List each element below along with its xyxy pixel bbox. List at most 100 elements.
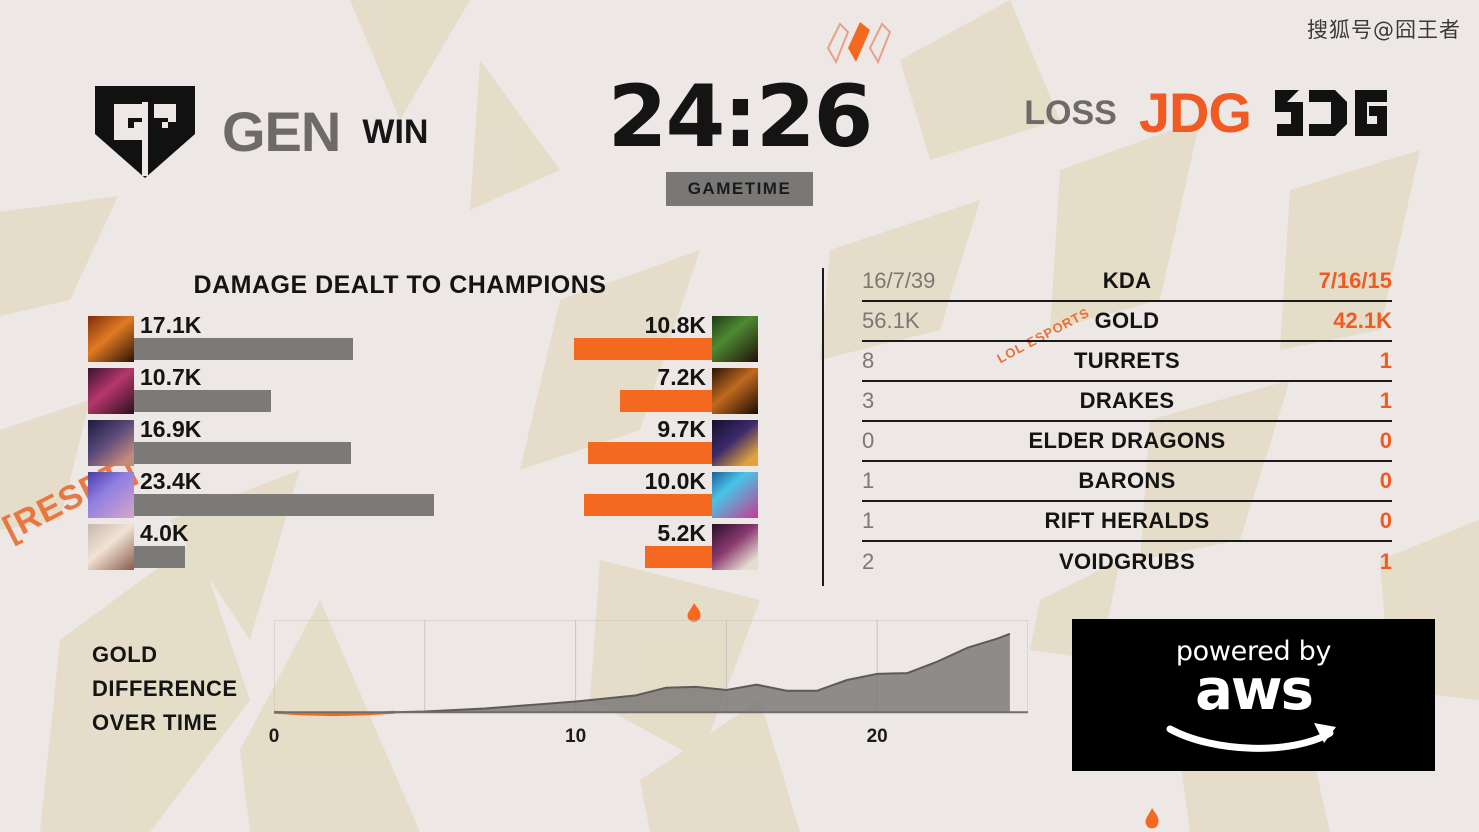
stat-label: DRAKES [1079, 388, 1175, 413]
damage-bar-left [88, 494, 434, 516]
stat-value-right: 1 [1379, 388, 1392, 413]
damage-row-left: 23.4K [88, 468, 434, 520]
stat-label: RIFT HERALDS [1044, 508, 1210, 533]
damage-row-right: 7.2K [412, 364, 758, 416]
gametime-label: GAMETIME [665, 172, 814, 206]
nidalee-portrait [712, 368, 758, 414]
damage-value-right: 9.7K [657, 416, 706, 442]
aws-wordmark: aws [1195, 657, 1314, 723]
sohu-watermark: 搜狐号@囧王者 [1307, 18, 1461, 42]
stat-value-left: 1 [862, 508, 875, 533]
zyra-portrait [712, 524, 758, 570]
damage-row: 23.4K 10.0K [0, 468, 800, 520]
left-team-block: GEN WIN [90, 82, 428, 182]
stat-value-right: 7/16/15 [1318, 268, 1392, 293]
damage-row: 17.1K 10.8K [0, 312, 800, 364]
stat-value-left: 2 [862, 549, 875, 574]
rakan-portrait [88, 524, 134, 570]
stat-row: 3 DRAKES 1 [862, 382, 1392, 422]
damage-row-left: 17.1K [88, 312, 434, 364]
gold-difference-area-chart [274, 620, 1028, 720]
renekton-portrait [712, 316, 758, 362]
ahri-portrait [88, 420, 134, 466]
stat-value-left: 1 [862, 468, 875, 493]
stat-row: 1 BARONS 0 [862, 462, 1392, 502]
left-team-result: WIN [362, 113, 429, 151]
damage-chart-rows: 17.1K 10.8K 10.7K 7.2K 16.9K 9.7K 23.4K 10.0K 4.… [0, 312, 800, 572]
right-team-name: JDG [1138, 81, 1252, 144]
damage-row-left: 4.0K [88, 520, 434, 572]
stat-value-left: 56.1K [862, 308, 920, 333]
panel-divider [822, 268, 824, 586]
clock-block: 24:26 GAMETIME [0, 74, 1479, 206]
stat-value-left: 3 [862, 388, 875, 413]
right-team-block: LOSS JDG [1024, 82, 1389, 144]
stat-label: BARONS [1078, 468, 1176, 493]
stat-value-right: 1 [1379, 348, 1392, 373]
damage-row-left: 10.7K [88, 364, 434, 416]
damage-row: 4.0K 5.2K [0, 520, 800, 572]
stat-label: ELDER DRAGONS [1028, 428, 1226, 453]
flame-mark-decoration [687, 603, 701, 622]
damage-value-left: 16.9K [140, 416, 202, 442]
stat-value-right: 0 [1379, 468, 1392, 493]
vex-portrait [712, 420, 758, 466]
gold-label-line3: OVER TIME [92, 710, 218, 735]
stat-value-right: 0 [1379, 428, 1392, 453]
stat-label: VOIDGRUBS [1059, 549, 1195, 574]
jinx-portrait [712, 472, 758, 518]
damage-row-left: 16.9K [88, 416, 434, 468]
powered-by-aws-logo: powered by aws [1072, 619, 1435, 771]
gold-label-line2: DIFFERENCE [92, 676, 238, 701]
right-team-result: LOSS [1024, 94, 1117, 132]
stat-row: 56.1K GOLD 42.1K [862, 302, 1392, 342]
stat-row: 1 RIFT HERALDS 0 [862, 502, 1392, 542]
stat-label: TURRETS [1074, 348, 1180, 373]
damage-bar-left [88, 442, 351, 464]
damage-value-left: 10.7K [140, 364, 202, 390]
damage-chart-title: DAMAGE DEALT TO CHAMPIONS [193, 271, 607, 299]
damage-value-right: 5.2K [657, 520, 706, 546]
stat-row: 2 VOIDGRUBS 1 [862, 542, 1392, 582]
team-stats-table: 16/7/39 KDA 7/16/15 56.1K GOLD 42.1K 8 TURRETS 1… [862, 262, 1392, 582]
amazon-smile-arrow-icon [1166, 722, 1336, 752]
damage-row-right: 10.0K [412, 468, 758, 520]
damage-value-left: 4.0K [140, 520, 189, 546]
left-team-name: GEN [222, 100, 341, 163]
damage-value-left: 23.4K [140, 468, 202, 494]
aws-powered-by-text: powered by [1175, 635, 1332, 667]
stat-value-right: 1 [1379, 549, 1392, 574]
stat-value-left: 8 [862, 348, 875, 373]
gold-chart-x-axis: 0 10 20 [269, 726, 1028, 756]
x-axis-tick-label: 10 [565, 726, 587, 747]
stat-value-right: 0 [1379, 508, 1392, 533]
stat-label: KDA [1102, 268, 1152, 293]
damage-value-left: 17.1K [140, 312, 202, 338]
stat-row: 0 ELDER DRAGONS 0 [862, 422, 1392, 462]
gametime-clock: 24:26 [607, 67, 874, 167]
damage-value-right: 10.0K [644, 468, 706, 494]
damage-row: 16.9K 9.7K [0, 416, 800, 468]
flame-mark-bottom-decoration [1145, 808, 1159, 829]
damage-value-right: 7.2K [657, 364, 706, 390]
vi-portrait [88, 368, 134, 414]
scoreboard-header: GEN WIN 24:26 GAMETIME LOSS JDG [0, 74, 1479, 212]
x-axis-tick-label: 20 [866, 726, 888, 747]
leaf-marks-decoration [826, 22, 892, 65]
gen-g-shield-logo-icon [95, 86, 195, 178]
stat-row: 16/7/39 KDA 7/16/15 [862, 262, 1392, 302]
damage-row-right: 9.7K [412, 416, 758, 468]
gnar-portrait [88, 316, 134, 362]
damage-row-right: 10.8K [412, 312, 758, 364]
damage-value-right: 10.8K [644, 312, 706, 338]
x-axis-tick-label: 0 [268, 726, 280, 747]
damage-row-right: 5.2K [412, 520, 758, 572]
stat-value-left: 16/7/39 [862, 268, 936, 293]
damage-bar-left [88, 338, 353, 360]
gold-chart-label: GOLD DIFFERENCE OVER TIME [92, 638, 238, 740]
stat-label: GOLD [1094, 308, 1160, 333]
damage-row: 10.7K 7.2K [0, 364, 800, 416]
gold-label-line1: GOLD [92, 642, 158, 667]
seraphine-portrait [88, 472, 134, 518]
stat-row: 8 TURRETS 1 [862, 342, 1392, 382]
